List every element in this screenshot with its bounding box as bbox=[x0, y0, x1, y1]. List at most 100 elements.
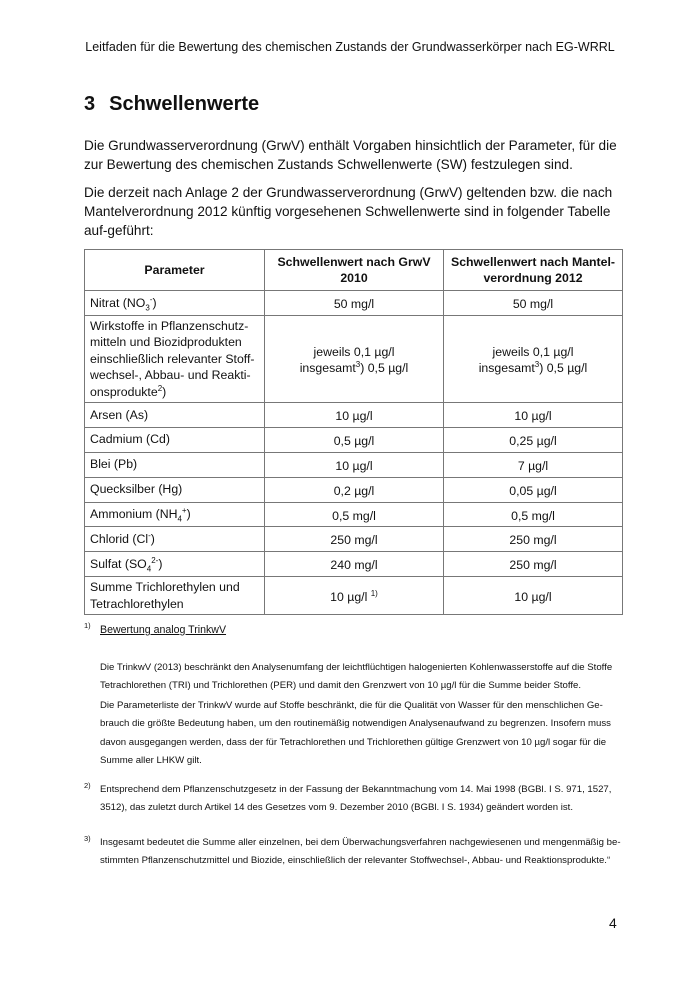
cell-text: 10 µg/l bbox=[335, 409, 373, 423]
page-number: 4 bbox=[609, 915, 617, 931]
running-header: Leitfaden für die Bewertung des chemisch… bbox=[85, 40, 615, 54]
cell-text: Ammonium (NH bbox=[90, 507, 178, 521]
grwv-2010-cell: jeweils 0,1 µg/l insgesamt3) 0,5 µg/l bbox=[264, 314, 444, 403]
cell-text: 250 mg/l bbox=[509, 533, 557, 548]
footnote-1: 1) Bewertung analog TrinkwV bbox=[84, 621, 629, 639]
cell-text: insgesamt bbox=[478, 361, 535, 376]
parameter-cell: Nitrat (NO3-) bbox=[84, 290, 265, 316]
parameter-cell: Quecksilber (Hg) bbox=[84, 476, 265, 503]
table-row: Quecksilber (Hg) 0,2 µg/l 0,05 µg/l bbox=[84, 476, 623, 503]
supscript: 3 bbox=[355, 360, 361, 370]
mantel-2012-cell: 10 µg/l bbox=[443, 402, 623, 428]
grwv-2010-cell: 10 µg/l bbox=[264, 402, 444, 428]
cell-text: 0,05 µg/l bbox=[509, 483, 557, 498]
cell-text: 10 µg/l bbox=[514, 409, 552, 423]
subscript: 4 bbox=[177, 514, 182, 524]
footnote-mark: 2) bbox=[84, 781, 91, 790]
footnote-text: Insgesamt bedeutet die Summe aller einze… bbox=[100, 837, 621, 867]
table-row: Sulfat (SO42-) 240 mg/l 250 mg/l bbox=[84, 551, 623, 577]
cell-text: 0,5 mg/l bbox=[511, 508, 555, 523]
cell-text: Wirkstoffe in Pflanzenschutz-mitteln und… bbox=[90, 318, 255, 399]
supscript: 3 bbox=[534, 360, 540, 370]
mantel-2012-cell: 10 µg/l bbox=[443, 576, 623, 615]
supscript: + bbox=[181, 505, 187, 515]
parameter-cell: Blei (Pb) bbox=[84, 451, 265, 478]
mantel-2012-cell: 0,25 µg/l bbox=[443, 426, 623, 453]
mantel-2012-cell: 50 mg/l bbox=[443, 290, 623, 316]
cell-text: Summe Trichlorethylen und Tetrachlorethy… bbox=[90, 580, 240, 611]
section-number: 3 bbox=[84, 93, 96, 115]
mantel-2012-cell: 250 mg/l bbox=[443, 551, 623, 577]
cell-text: ) bbox=[150, 531, 155, 546]
footnote-1-paragraph-2: Die Parameterliste der TrinkwV wurde auf… bbox=[100, 700, 611, 766]
cell-text: Nitrat (NO bbox=[90, 295, 146, 310]
mantel-2012-cell: jeweils 0,1 µg/l insgesamt3) 0,5 µg/l bbox=[443, 314, 623, 403]
supscript: 1) bbox=[370, 588, 378, 598]
cell-text: 50 mg/l bbox=[512, 297, 554, 311]
threshold-table: Parameter Schwellenwert nach GrwV 2010 S… bbox=[84, 249, 623, 615]
cell-text: Chlorid (Cl bbox=[90, 531, 149, 546]
cell-text: insgesamt bbox=[299, 361, 356, 376]
cell-text: 50 mg/l bbox=[333, 297, 375, 311]
grwv-2010-cell: 250 mg/l bbox=[264, 526, 444, 552]
mantel-2012-cell: 7 µg/l bbox=[443, 451, 623, 478]
cell-text: 10 µg/l bbox=[514, 589, 552, 604]
parameter-cell: Sulfat (SO42-) bbox=[84, 551, 265, 577]
grwv-2010-cell: 0,5 mg/l bbox=[264, 501, 444, 527]
footnote-text: Entsprechend dem Pflanzenschutzgesetz in… bbox=[100, 784, 612, 814]
cell-text: ) bbox=[152, 295, 157, 310]
table-row: Chlorid (Cl-) 250 mg/l 250 mg/l bbox=[84, 526, 623, 552]
cell-text: Sulfat (SO bbox=[90, 556, 147, 571]
table-row: Arsen (As) 10 µg/l 10 µg/l bbox=[84, 402, 623, 428]
mantel-2012-cell: 0,5 mg/l bbox=[443, 501, 623, 527]
cell-text: ) 0,5 µg/l bbox=[539, 361, 588, 376]
grwv-2010-cell: 10 µg/l bbox=[264, 451, 444, 478]
table-header-row: Parameter Schwellenwert nach GrwV 2010 S… bbox=[84, 249, 623, 291]
subscript: 3 bbox=[145, 302, 150, 312]
table-row: Ammonium (NH4+) 0,5 mg/l 0,5 mg/l bbox=[84, 501, 623, 527]
cell-text: Quecksilber (Hg) bbox=[90, 482, 183, 497]
grwv-2010-cell: 50 mg/l bbox=[264, 290, 444, 316]
mantel-2012-cell: 0,05 µg/l bbox=[443, 476, 623, 503]
footnote-1-paragraph-1: Die TrinkwV (2013) beschränkt den Analys… bbox=[100, 662, 613, 692]
table-row: Wirkstoffe in Pflanzenschutz-mitteln und… bbox=[84, 314, 623, 403]
cell-text: Blei (Pb) bbox=[90, 457, 138, 472]
parameter-cell: Arsen (As) bbox=[84, 402, 265, 428]
supscript: 2 bbox=[157, 383, 163, 393]
cell-text: ) bbox=[186, 507, 191, 521]
cell-text: 240 mg/l bbox=[330, 558, 378, 573]
table-row: Cadmium (Cd) 0,5 µg/l 0,25 µg/l bbox=[84, 426, 623, 453]
table-row: Nitrat (NO3-) 50 mg/l 50 mg/l bbox=[84, 290, 623, 316]
grwv-2010-cell: 240 mg/l bbox=[264, 551, 444, 577]
footnote-title: Bewertung analog TrinkwV bbox=[100, 624, 227, 636]
footnote-3: 3) Insgesamt bedeutet die Summe aller ei… bbox=[84, 834, 629, 871]
cell-text: 0,5 mg/l bbox=[332, 508, 376, 523]
mantel-2012-cell: 250 mg/l bbox=[443, 526, 623, 552]
footnote-2: 2) Entsprechend dem Pflanzenschutzgesetz… bbox=[84, 781, 629, 818]
cell-text: ) bbox=[158, 556, 163, 571]
cell-text: 0,2 µg/l bbox=[333, 483, 375, 498]
cell-text: 250 mg/l bbox=[330, 533, 378, 548]
parameter-cell: Cadmium (Cd) bbox=[84, 426, 265, 453]
section-heading: 3 Schwellenwerte bbox=[84, 93, 259, 116]
parameter-cell: Chlorid (Cl-) bbox=[84, 526, 265, 552]
cell-text: Cadmium (Cd) bbox=[90, 432, 170, 447]
supscript: - bbox=[148, 530, 151, 540]
supscript: - bbox=[149, 294, 153, 304]
parameter-cell: Wirkstoffe in Pflanzenschutz-mitteln und… bbox=[84, 314, 265, 403]
subscript: 4 bbox=[146, 564, 152, 574]
grwv-2010-cell: 0,2 µg/l bbox=[264, 476, 444, 503]
cell-text: ) 0,5 µg/l bbox=[360, 361, 409, 376]
cell-text: jeweils 0,1 µg/l bbox=[313, 344, 395, 359]
grwv-2010-cell: 0,5 µg/l bbox=[264, 426, 444, 453]
cell-text: jeweils 0,1 µg/l bbox=[492, 344, 574, 359]
table-row: Blei (Pb) 10 µg/l 7 µg/l bbox=[84, 451, 623, 478]
cell-text: 7 µg/l bbox=[517, 458, 549, 473]
table-intro-paragraph: Die derzeit nach Anlage 2 der Grundwasse… bbox=[84, 185, 613, 238]
footnote-mark: 1) bbox=[84, 621, 91, 630]
intro-paragraph: Die Grundwasserverordnung (GrwV) enthält… bbox=[84, 138, 617, 172]
section-title: Schwellenwerte bbox=[109, 93, 260, 115]
header-parameter: Parameter bbox=[84, 249, 265, 291]
cell-text: ) bbox=[162, 384, 167, 399]
footnote-mark: 3) bbox=[84, 834, 91, 843]
